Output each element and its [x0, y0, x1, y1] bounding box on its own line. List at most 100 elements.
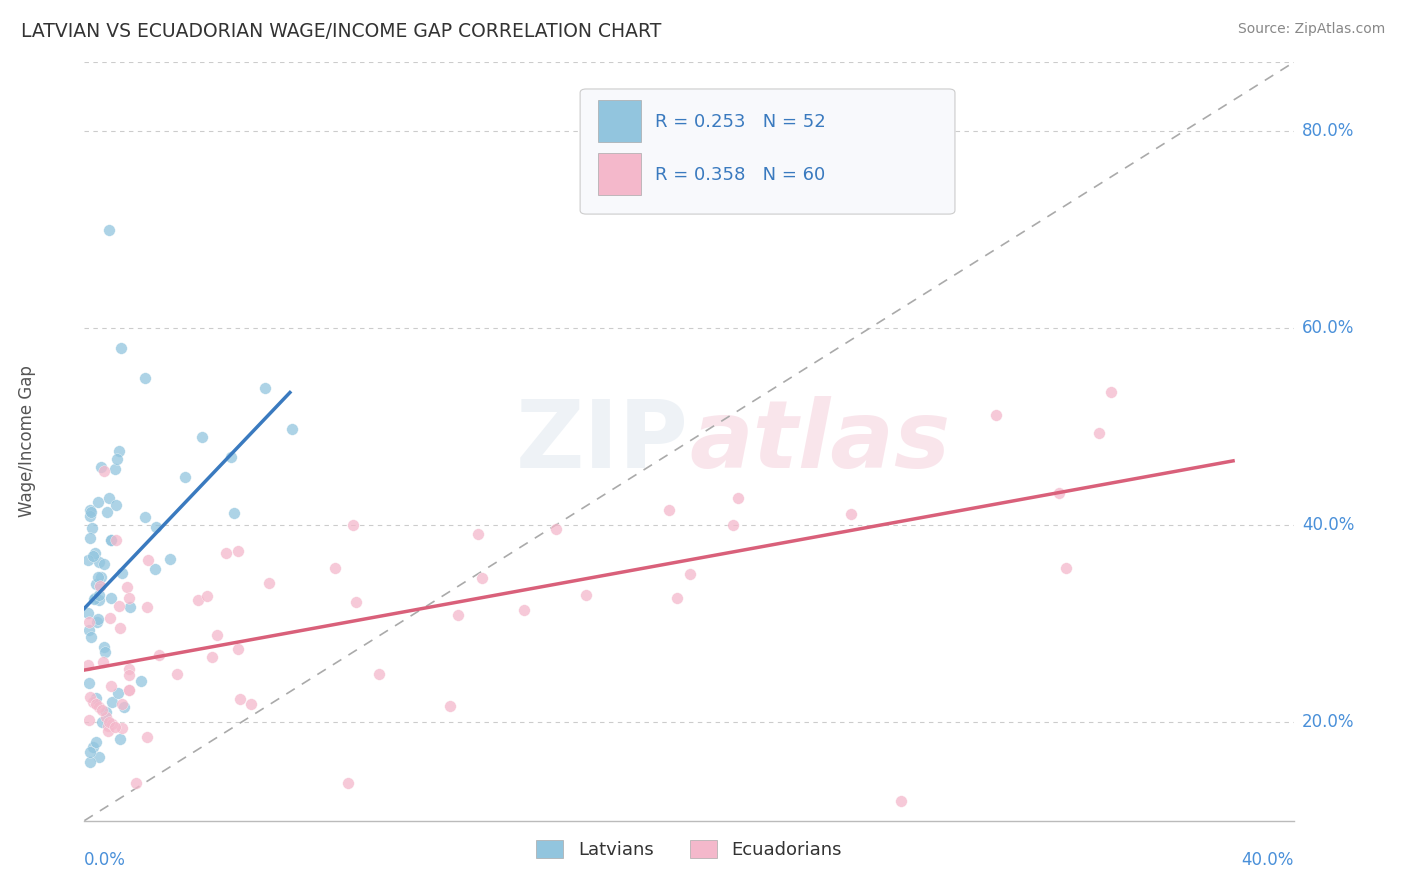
Point	[90, 459, 112, 474]
Point	[447, 608, 470, 623]
Point	[91, 715, 114, 730]
Point	[97, 223, 120, 237]
Point	[721, 517, 744, 532]
Point	[87, 593, 110, 607]
Point	[201, 650, 224, 665]
Text: 40.0%: 40.0%	[1302, 516, 1354, 534]
Point	[108, 444, 131, 458]
Point	[80, 631, 103, 645]
Point	[86, 698, 108, 712]
Point	[166, 667, 188, 681]
Point	[97, 719, 120, 733]
Point	[337, 775, 360, 789]
Point	[134, 509, 156, 524]
Point	[118, 682, 141, 697]
Point	[342, 518, 364, 533]
Point	[195, 589, 218, 603]
Point	[77, 624, 100, 638]
Text: R = 0.253   N = 52: R = 0.253 N = 52	[655, 112, 825, 130]
Point	[1047, 486, 1070, 500]
Point	[87, 495, 110, 509]
Point	[512, 603, 534, 617]
Point	[104, 533, 127, 548]
Point	[678, 567, 700, 582]
Point	[94, 710, 117, 724]
Text: Wage/Income Gap: Wage/Income Gap	[18, 366, 37, 517]
Point	[118, 668, 141, 682]
Point	[94, 706, 117, 720]
Point	[86, 735, 108, 749]
Point	[104, 461, 127, 475]
Point	[467, 527, 489, 541]
Text: Source: ZipAtlas.com: Source: ZipAtlas.com	[1237, 22, 1385, 37]
Text: 60.0%: 60.0%	[1302, 319, 1354, 337]
Point	[439, 699, 461, 714]
Legend: Latvians, Ecuadorians: Latvians, Ecuadorians	[529, 832, 849, 866]
Point	[83, 591, 105, 605]
Point	[80, 505, 103, 519]
Point	[79, 690, 101, 704]
Point	[76, 658, 98, 673]
Point	[94, 645, 117, 659]
Point	[117, 591, 139, 606]
Text: 40.0%: 40.0%	[1241, 851, 1294, 869]
Point	[191, 430, 214, 444]
Point	[205, 627, 228, 641]
Point	[89, 749, 111, 764]
Point	[79, 745, 101, 759]
Point	[890, 794, 912, 808]
Point	[100, 533, 122, 548]
Point	[100, 696, 122, 710]
Point	[89, 700, 111, 714]
Point	[84, 576, 107, 591]
Point	[77, 675, 100, 690]
Point	[134, 370, 156, 384]
Point	[83, 591, 105, 606]
Point	[115, 580, 138, 594]
Point	[120, 600, 142, 615]
Point	[136, 553, 159, 567]
Point	[76, 552, 98, 566]
Point	[97, 715, 120, 730]
Point	[108, 732, 131, 747]
Point	[118, 662, 141, 676]
Point	[986, 408, 1008, 422]
Point	[226, 543, 249, 558]
Point	[1054, 561, 1077, 575]
Text: R = 0.358   N = 60: R = 0.358 N = 60	[655, 166, 825, 184]
Point	[1088, 426, 1111, 441]
Point	[110, 698, 132, 712]
FancyBboxPatch shape	[581, 89, 955, 214]
Point	[82, 739, 104, 754]
Text: 20.0%: 20.0%	[1302, 714, 1354, 731]
Point	[80, 521, 103, 535]
Point	[658, 503, 681, 517]
Point	[79, 713, 101, 727]
Point	[77, 607, 100, 621]
Point	[125, 776, 148, 790]
Point	[239, 697, 262, 711]
Text: 0.0%: 0.0%	[84, 851, 127, 869]
Point	[77, 615, 100, 629]
Point	[575, 588, 598, 602]
Point	[219, 450, 242, 464]
Point	[112, 700, 135, 714]
Point	[93, 655, 115, 669]
Point	[79, 755, 101, 769]
Point	[96, 505, 118, 519]
Point	[93, 464, 115, 478]
Point	[91, 703, 114, 717]
Text: atlas: atlas	[689, 395, 950, 488]
Point	[544, 523, 567, 537]
Point	[83, 546, 105, 560]
FancyBboxPatch shape	[599, 100, 641, 142]
Point	[226, 642, 249, 657]
Point	[159, 552, 181, 566]
Text: ZIP: ZIP	[516, 395, 689, 488]
Point	[344, 595, 367, 609]
Point	[110, 341, 132, 355]
Text: 80.0%: 80.0%	[1302, 122, 1354, 140]
Point	[87, 555, 110, 569]
Point	[97, 723, 120, 738]
Point	[89, 579, 111, 593]
